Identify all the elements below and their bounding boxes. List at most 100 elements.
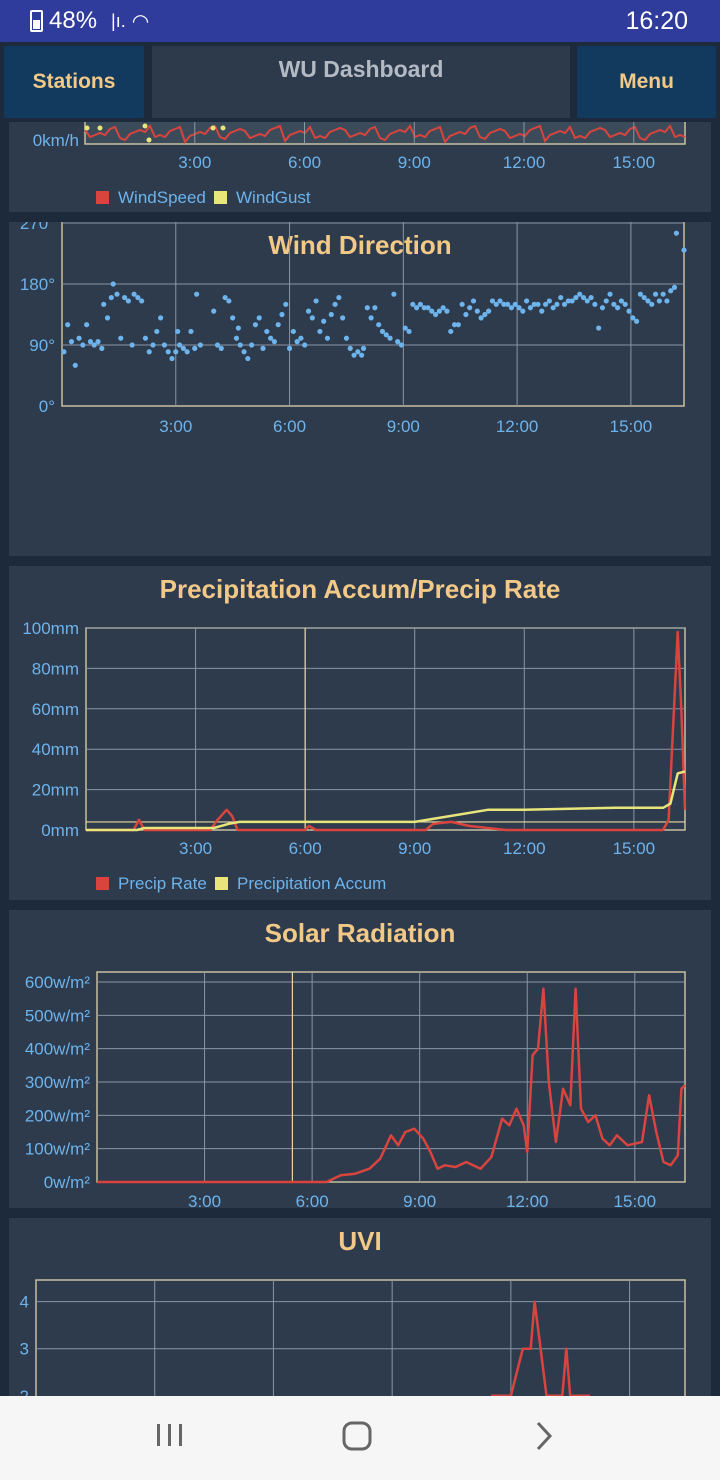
recent-apps-icon[interactable] xyxy=(155,1420,185,1450)
wind-direction-point xyxy=(410,301,416,307)
legend-precip-accum[interactable]: Precipitation Accum xyxy=(237,874,386,893)
wind-direction-point xyxy=(260,345,266,351)
x-tick-label: 6:00 xyxy=(289,839,322,858)
legend-swatch-precip-accum xyxy=(215,877,228,890)
wind-direction-point xyxy=(230,315,236,321)
legend-windspeed[interactable]: WindSpeed xyxy=(118,188,206,207)
wind-direction-point xyxy=(671,284,678,290)
wind-direction-point xyxy=(233,335,240,341)
wind-direction-point xyxy=(252,322,259,328)
y-tick-label: 400w/m² xyxy=(25,1040,91,1059)
y-tick-label: 4 xyxy=(20,1293,29,1312)
x-tick-label: 12:00 xyxy=(503,153,546,172)
wind-direction-point xyxy=(542,301,549,307)
wind-direction-point xyxy=(267,335,274,341)
legend-windgust[interactable]: WindGust xyxy=(236,188,311,207)
page-title: WU Dashboard xyxy=(152,46,570,118)
solar-radiation-title: Solar Radiation xyxy=(264,918,456,948)
wind-direction-point xyxy=(520,308,526,314)
wind-direction-point xyxy=(505,301,511,307)
x-tick-label: 6:00 xyxy=(273,417,306,436)
wind-direction-point xyxy=(615,305,621,311)
wind-direction-point xyxy=(336,294,342,301)
x-tick-label: 9:00 xyxy=(387,417,420,436)
dashboard-scroll[interactable]: 0km/h 3:00 6:00 9:00 12:00 15:00 WindSpeed W… xyxy=(0,122,720,1396)
wind-direction-point xyxy=(317,328,323,335)
solar-radiation-line xyxy=(97,987,686,1184)
wind-direction-point xyxy=(165,349,171,355)
uvi-chart: 2 3 4 xyxy=(20,1279,686,1396)
wind-direction-point xyxy=(516,305,522,311)
wind-direction-point xyxy=(372,305,378,311)
wind-direction-point xyxy=(275,322,281,328)
wind-direction-point xyxy=(539,308,545,314)
wind-direction-point xyxy=(194,291,200,297)
x-tick-label: 3:00 xyxy=(178,153,211,172)
precipitation-title: Precipitation Accum/Precip Rate xyxy=(159,574,561,604)
wind-direction-point xyxy=(214,342,221,348)
wind-direction-point xyxy=(161,342,168,348)
wind-direction-point xyxy=(184,349,190,355)
menu-button[interactable]: Menu xyxy=(577,46,716,118)
wind-direction-point xyxy=(474,308,480,314)
wind-direction-point xyxy=(99,345,105,351)
wind-direction-point xyxy=(637,291,643,297)
wind-direction-point xyxy=(577,291,583,297)
x-tick-label: 12:00 xyxy=(496,417,539,436)
wind-direction-point xyxy=(146,349,152,355)
wind-speed-chart: 0km/h 3:00 6:00 9:00 12:00 15:00 WindSpeed W… xyxy=(33,122,686,207)
stations-button[interactable]: Stations xyxy=(4,46,144,118)
wind-direction-point xyxy=(501,301,507,307)
x-tick-label: 9:00 xyxy=(403,1192,436,1208)
y-tick-label: 270° xyxy=(20,222,55,233)
legend-swatch-windgust xyxy=(214,191,227,204)
wind-direction-point xyxy=(80,342,86,348)
home-icon[interactable] xyxy=(341,1420,373,1452)
wind-direction-point xyxy=(129,342,135,348)
wind-direction-point xyxy=(448,328,454,335)
y-tick-label: 20mm xyxy=(32,781,79,800)
wind-direction-point xyxy=(607,291,613,297)
back-icon[interactable] xyxy=(532,1420,556,1452)
wind-direction-point xyxy=(142,335,149,341)
wind-direction-point xyxy=(440,305,446,311)
wind-direction-point xyxy=(351,352,357,358)
wind-direction-point xyxy=(256,315,262,321)
wind-direction-point xyxy=(324,335,331,341)
wind-direction-point xyxy=(76,335,82,341)
wind-direction-point xyxy=(347,345,353,351)
y-tick-label: 60mm xyxy=(32,700,79,719)
wind-direction-point xyxy=(125,298,131,304)
wind-direction-point xyxy=(302,342,308,348)
wind-direction-point xyxy=(87,339,94,345)
x-tick-label: 6:00 xyxy=(288,153,321,172)
wind-direction-point xyxy=(226,298,232,304)
y-tick-label: 3 xyxy=(20,1340,29,1359)
wind-direction-point xyxy=(355,349,361,355)
wind-direction-point xyxy=(550,305,556,311)
x-tick-label: 12:00 xyxy=(503,839,546,858)
y-tick-label: 80mm xyxy=(32,659,79,678)
wind-direction-point xyxy=(596,325,602,331)
wind-direction-point xyxy=(359,352,365,358)
wind-direction-point xyxy=(340,315,346,321)
wind-direction-point xyxy=(489,298,496,304)
windgust-point xyxy=(146,137,152,143)
y-tick-label: 180° xyxy=(20,275,55,294)
wind-direction-point xyxy=(622,301,628,307)
wind-direction-point xyxy=(241,349,247,355)
wind-direction-point xyxy=(245,355,251,362)
wind-direction-point xyxy=(114,291,120,297)
y-tick-label: 2 xyxy=(20,1387,29,1396)
legend-precip-rate[interactable]: Precip Rate xyxy=(118,874,207,893)
wind-direction-point xyxy=(554,301,560,307)
plot-area xyxy=(61,222,685,407)
wind-direction-point xyxy=(135,294,141,301)
wind-direction-point xyxy=(414,305,420,311)
precipitation-card: Precipitation Accum/Precip Rate 0mm 20mm 4… xyxy=(9,566,711,900)
wind-direction-point xyxy=(249,342,255,348)
wind-direction-point xyxy=(656,298,662,304)
wind-direction-point xyxy=(535,301,541,307)
wind-direction-point xyxy=(110,281,116,287)
x-tick-label: 3:00 xyxy=(159,417,192,436)
